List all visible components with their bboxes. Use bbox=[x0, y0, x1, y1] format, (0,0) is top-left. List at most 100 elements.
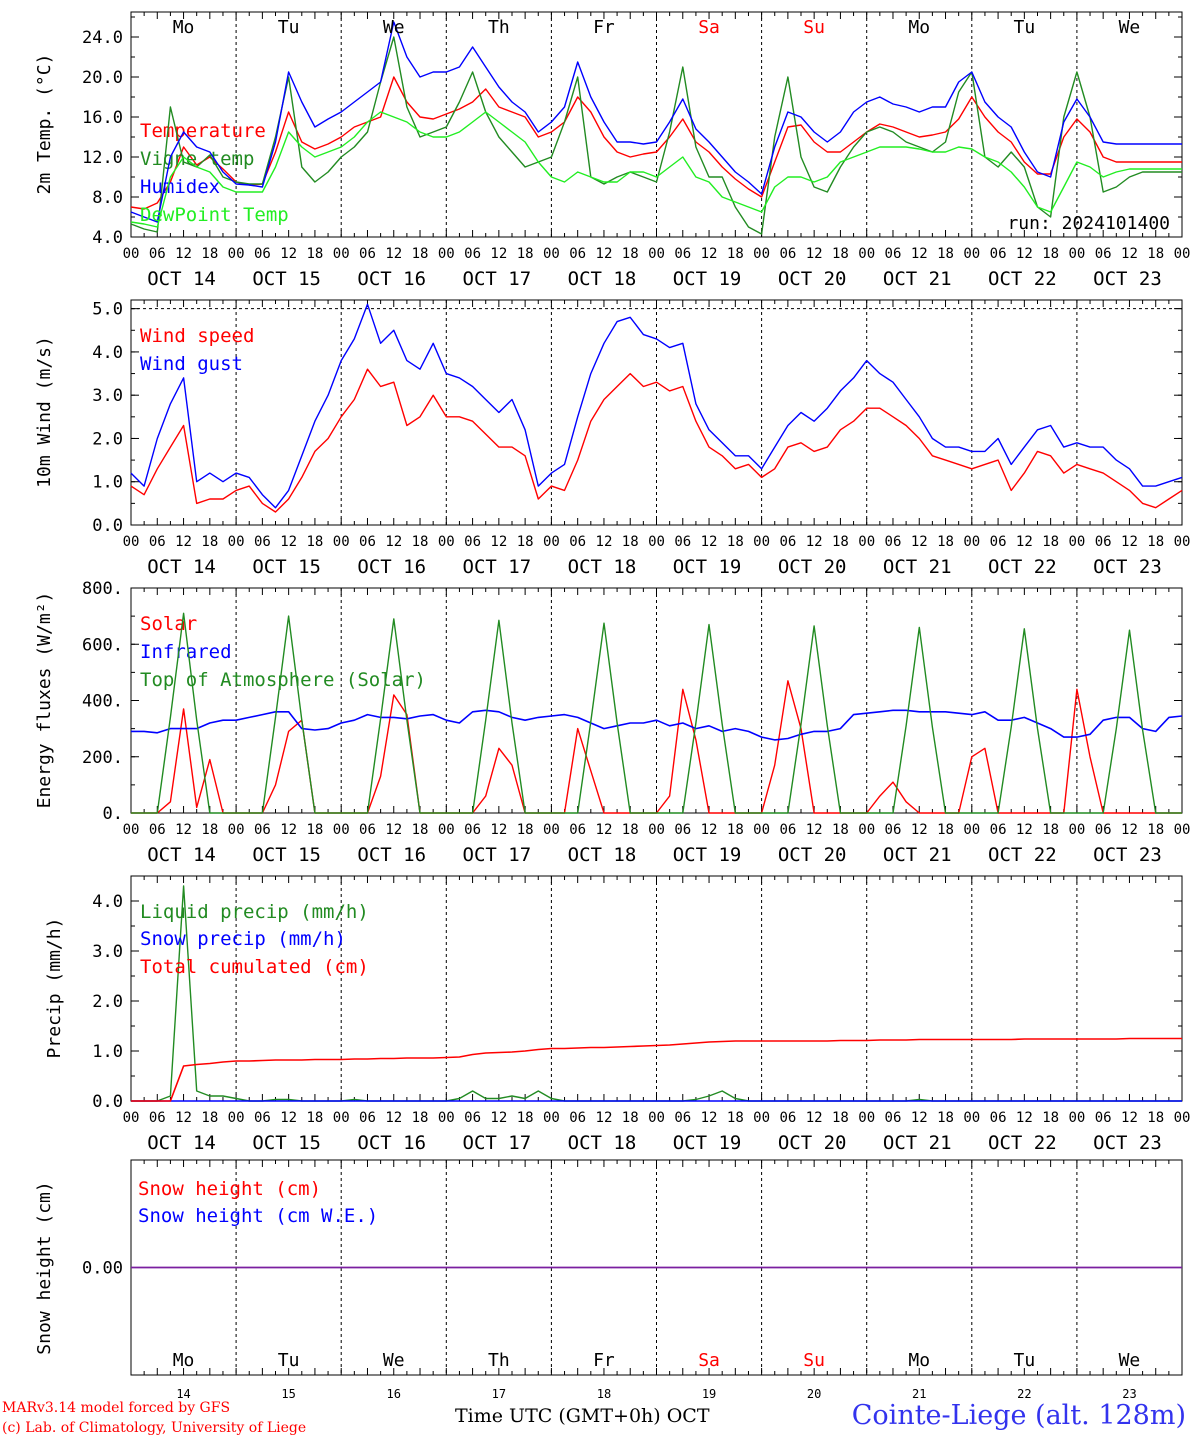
hour-tick-label: 06 bbox=[674, 1110, 691, 1126]
hour-tick-label: 12 bbox=[806, 534, 823, 550]
hour-tick-label: 12 bbox=[911, 534, 928, 550]
hour-tick-label: 18 bbox=[306, 822, 323, 838]
hour-tick-label: 18 bbox=[1042, 822, 1059, 838]
date-label: OCT 15 bbox=[252, 556, 321, 578]
y-tick-label: 0. bbox=[103, 804, 123, 824]
hour-tick-label: 00 bbox=[963, 822, 980, 838]
day-number-label: 22 bbox=[1017, 1387, 1031, 1401]
hour-tick-label: 18 bbox=[832, 534, 849, 550]
hour-tick-label: 06 bbox=[569, 246, 586, 262]
hour-tick-label: 00 bbox=[228, 1110, 245, 1126]
hour-tick-label: 00 bbox=[543, 1110, 560, 1126]
series-line-humidex bbox=[130, 21, 1182, 223]
hour-tick-label: 06 bbox=[990, 246, 1007, 262]
hour-tick-label: 12 bbox=[1121, 246, 1138, 262]
hour-tick-label: 12 bbox=[175, 822, 192, 838]
hour-tick-label: 18 bbox=[937, 246, 954, 262]
hour-tick-label: 00 bbox=[753, 534, 770, 550]
date-label: OCT 21 bbox=[883, 1132, 952, 1154]
hour-tick-label: 00 bbox=[648, 822, 665, 838]
hour-tick-label: 06 bbox=[359, 822, 376, 838]
hour-tick-label: 06 bbox=[674, 246, 691, 262]
hour-tick-label: 06 bbox=[885, 822, 902, 838]
date-label: OCT 22 bbox=[988, 1132, 1057, 1154]
date-label: OCT 17 bbox=[463, 844, 532, 866]
hour-tick-label: 12 bbox=[596, 1110, 613, 1126]
weekday-label: Mo bbox=[908, 1350, 930, 1371]
day-number-label: 14 bbox=[176, 1387, 190, 1401]
hour-tick-label: 12 bbox=[175, 1110, 192, 1126]
hour-tick-label: 00 bbox=[228, 822, 245, 838]
hour-tick-label: 00 bbox=[228, 534, 245, 550]
hour-tick-label: 00 bbox=[858, 246, 875, 262]
date-label: OCT 23 bbox=[1093, 1132, 1162, 1154]
date-label: OCT 14 bbox=[147, 1132, 216, 1154]
date-label: OCT 18 bbox=[568, 1132, 637, 1154]
station-name: Cointe-Liege (alt. 128m) bbox=[851, 1400, 1186, 1431]
hour-tick-label: 06 bbox=[779, 246, 796, 262]
hour-tick-label: 18 bbox=[1042, 246, 1059, 262]
weekday-label: Tu bbox=[278, 17, 300, 38]
hour-tick-label: 06 bbox=[149, 246, 166, 262]
day-number-label: 23 bbox=[1122, 1387, 1136, 1401]
y-tick-label: 200. bbox=[82, 748, 123, 768]
y-axis-label: Energy fluxes (W/m²) bbox=[34, 592, 55, 809]
series-line-top-of-atmosphere-solar- bbox=[131, 612, 1182, 814]
hour-tick-label: 12 bbox=[701, 1110, 718, 1126]
hour-tick-label: 18 bbox=[622, 246, 639, 262]
date-label: OCT 18 bbox=[568, 268, 637, 290]
y-axis-label: Precip (mm/h) bbox=[44, 918, 65, 1059]
hour-tick-label: 00 bbox=[1174, 822, 1191, 838]
hour-tick-label: 00 bbox=[123, 534, 140, 550]
hour-tick-label: 12 bbox=[911, 246, 928, 262]
date-label: OCT 19 bbox=[673, 268, 742, 290]
y-tick-label: 12.0 bbox=[82, 148, 123, 168]
hour-tick-label: 06 bbox=[254, 534, 271, 550]
hour-tick-label: 06 bbox=[885, 1110, 902, 1126]
hour-tick-label: 18 bbox=[832, 1110, 849, 1126]
hour-tick-label: 12 bbox=[280, 534, 297, 550]
hour-tick-label: 00 bbox=[333, 1110, 350, 1126]
weekday-label: Tu bbox=[278, 1350, 300, 1371]
y-tick-label: 16.0 bbox=[82, 108, 123, 128]
weekday-label: We bbox=[1119, 1350, 1141, 1371]
hour-tick-label: 00 bbox=[543, 534, 560, 550]
hour-tick-label: 00 bbox=[543, 246, 560, 262]
y-tick-label: 1.0 bbox=[92, 473, 123, 493]
weekday-label: Tu bbox=[1014, 17, 1036, 38]
y-tick-label: 2.0 bbox=[92, 992, 123, 1012]
legend-entry: Snow height (cm W.E.) bbox=[138, 1205, 378, 1227]
hour-tick-label: 18 bbox=[1042, 1110, 1059, 1126]
hour-tick-label: 00 bbox=[858, 822, 875, 838]
date-label: OCT 19 bbox=[673, 1132, 742, 1154]
hour-tick-label: 18 bbox=[306, 1110, 323, 1126]
hour-tick-label: 06 bbox=[464, 534, 481, 550]
hour-tick-label: 06 bbox=[359, 534, 376, 550]
hour-tick-label: 18 bbox=[306, 246, 323, 262]
hour-tick-label: 12 bbox=[280, 246, 297, 262]
hour-tick-label: 18 bbox=[622, 822, 639, 838]
hour-tick-label: 00 bbox=[648, 1110, 665, 1126]
hour-tick-label: 06 bbox=[149, 534, 166, 550]
y-tick-label: 0.0 bbox=[92, 516, 123, 536]
hour-tick-label: 00 bbox=[333, 246, 350, 262]
date-label: OCT 15 bbox=[252, 1132, 321, 1154]
hour-tick-label: 12 bbox=[701, 822, 718, 838]
day-number-label: 17 bbox=[492, 1387, 506, 1401]
legend-entry: Total cumulated (cm) bbox=[140, 956, 369, 978]
hour-tick-label: 18 bbox=[727, 822, 744, 838]
hour-tick-label: 12 bbox=[701, 246, 718, 262]
panel-1: 4.0 8.0 12.0 16.0 20.0 24.0 2m Temp. (°C) Tempe… bbox=[34, 11, 1190, 290]
hour-tick-label: 12 bbox=[385, 822, 402, 838]
hour-tick-label: 06 bbox=[464, 822, 481, 838]
hour-tick-label: 12 bbox=[806, 822, 823, 838]
hour-tick-label: 00 bbox=[753, 822, 770, 838]
date-label: OCT 16 bbox=[357, 1132, 426, 1154]
y-axis-label: Snow height (cm) bbox=[34, 1181, 55, 1354]
hour-tick-label: 18 bbox=[937, 1110, 954, 1126]
y-tick-label: 3.0 bbox=[92, 942, 123, 962]
hour-tick-label: 06 bbox=[359, 1110, 376, 1126]
date-label: OCT 19 bbox=[673, 556, 742, 578]
date-label: OCT 21 bbox=[883, 268, 952, 290]
hour-tick-label: 12 bbox=[1016, 822, 1033, 838]
